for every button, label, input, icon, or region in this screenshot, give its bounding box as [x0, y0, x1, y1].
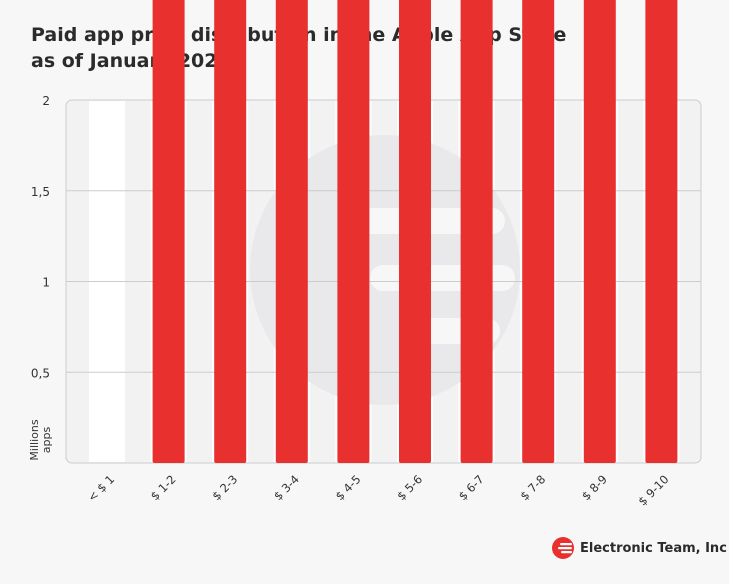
- bar: [152, 0, 185, 463]
- bar: [460, 0, 493, 463]
- bar: [645, 0, 678, 463]
- brand-name: Electronic Team, Inc: [580, 540, 727, 556]
- x-tick-label: $ 8-9: [579, 472, 610, 503]
- x-tick-label: $ 1-2: [148, 472, 179, 503]
- x-tick-label: $ 3-4: [271, 472, 302, 503]
- bar: [522, 0, 555, 463]
- x-tick-label: $ 5-6: [394, 472, 425, 503]
- electronic-team-logo-icon: [552, 537, 574, 559]
- watermark-stripe: [370, 265, 515, 291]
- x-tick-label: $ 7-8: [517, 472, 548, 503]
- y-tick-label: 1,5: [31, 185, 50, 199]
- y-axis-label: Millionsapps: [28, 419, 53, 460]
- bar: [275, 0, 308, 463]
- bar: [214, 0, 247, 463]
- x-tick-label: $ 4-5: [333, 472, 364, 503]
- y-tick-label: 1: [42, 276, 50, 290]
- x-tick-label: $ 6-7: [456, 472, 487, 503]
- bar: [399, 0, 431, 463]
- y-tick-label: 2: [42, 94, 50, 108]
- x-tick-label: < $ 1: [85, 472, 117, 504]
- x-tick-label: $ 9-10: [635, 472, 671, 508]
- y-tick-label: 0,5: [31, 366, 50, 380]
- bar: [337, 0, 370, 463]
- bar: [583, 0, 616, 463]
- x-tick-label: $ 2-3: [209, 472, 240, 503]
- brand-logo: Electronic Team, Inc: [552, 537, 727, 559]
